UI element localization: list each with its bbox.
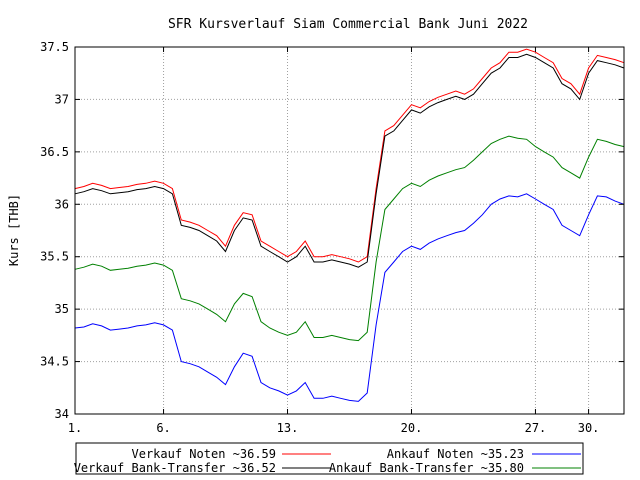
plot-frame <box>74 46 625 415</box>
legend-label: Ankauf Noten ~35.23 <box>387 447 524 461</box>
series-line-3 <box>74 135 625 342</box>
y-axis-label: Kurs [THB] <box>7 194 21 266</box>
y-tick-label: 36.5 <box>40 145 69 159</box>
ticks: 34 34.5 35 35.5 36 36.5 37 37.5 1. 6. 13. 20. 27. 30. <box>40 40 624 435</box>
y-tick-label: 37 <box>55 92 69 106</box>
y-tick-label: 34.5 <box>40 355 69 369</box>
x-tick-label: 20. <box>401 421 423 435</box>
y-tick-label: 37.5 <box>40 40 69 54</box>
series-layer <box>74 48 625 402</box>
legend-label: Verkauf Noten ~36.59 <box>132 447 277 461</box>
y-tick-label: 36 <box>55 197 69 211</box>
y-tick-label: 35.5 <box>40 250 69 264</box>
x-tick-label: 27. <box>525 421 547 435</box>
grid <box>75 47 624 414</box>
y-tick-label: 35 <box>55 302 69 316</box>
series-line-1 <box>74 53 625 268</box>
series-line-0 <box>74 48 625 263</box>
series-line-2 <box>74 193 625 402</box>
chart-title: SFR Kursverlauf Siam Commercial Bank Jun… <box>168 17 528 32</box>
x-tick-label: 13. <box>277 421 299 435</box>
y-tick-label: 34 <box>55 407 69 421</box>
x-tick-label: 1. <box>68 421 82 435</box>
x-tick-label: 6. <box>156 421 170 435</box>
legend-label: Verkauf Bank-Transfer ~36.52 <box>74 461 276 475</box>
x-tick-label: 30. <box>578 421 600 435</box>
legend-label: Ankauf Bank-Transfer ~35.80 <box>329 461 524 475</box>
legend-box <box>75 442 584 475</box>
